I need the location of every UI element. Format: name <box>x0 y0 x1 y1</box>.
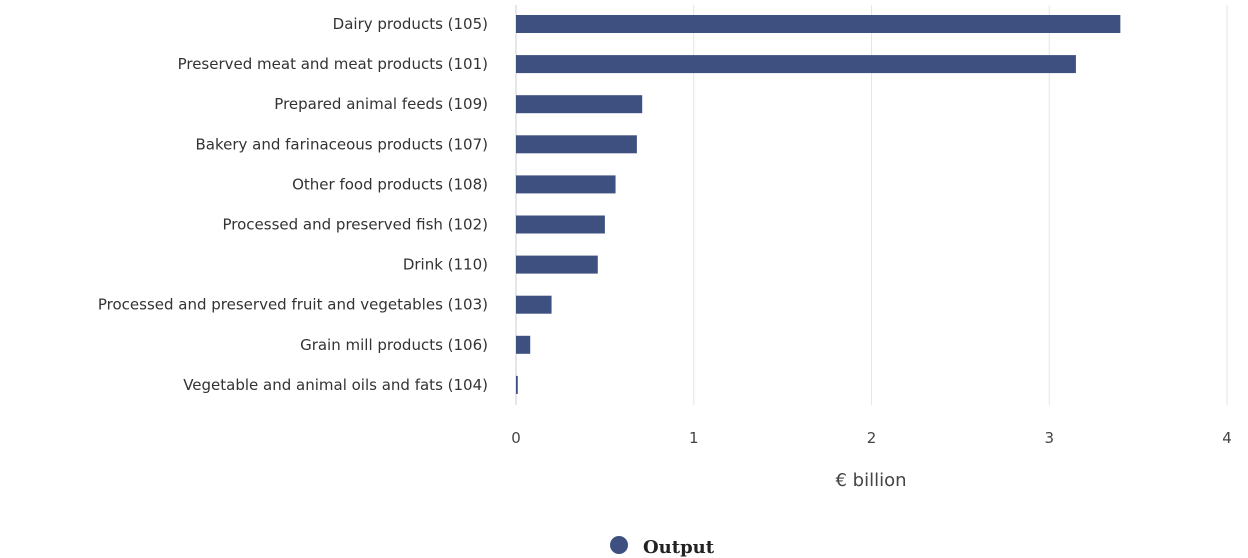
legend-label-output[interactable]: Output <box>643 537 715 558</box>
bar[interactable] <box>516 95 643 114</box>
x-tick-label: 4 <box>1222 429 1232 447</box>
bar[interactable] <box>516 335 531 354</box>
bar[interactable] <box>516 15 1121 33</box>
category-label: Processed and preserved fruit and vegeta… <box>98 296 488 314</box>
bar[interactable] <box>516 175 616 194</box>
x-tick-label: 2 <box>867 429 877 447</box>
x-axis-ticks: 0 1 2 3 4 <box>511 429 1232 447</box>
category-label: Processed and preserved fish (102) <box>223 216 488 234</box>
x-axis-title: € billion <box>835 470 906 491</box>
bar[interactable] <box>516 135 637 154</box>
category-label: Preserved meat and meat products (101) <box>178 55 488 73</box>
category-label: Prepared animal feeds (109) <box>274 95 488 113</box>
category-label: Dairy products (105) <box>333 15 488 33</box>
category-label: Bakery and farinaceous products (107) <box>195 135 488 153</box>
bar[interactable] <box>516 255 598 274</box>
bar[interactable] <box>516 375 518 394</box>
x-tick-label: 0 <box>511 429 521 447</box>
legend-marker <box>610 536 628 554</box>
bar[interactable] <box>516 55 1076 74</box>
category-label: Grain mill products (106) <box>300 336 488 354</box>
category-label: Vegetable and animal oils and fats (104) <box>183 376 488 394</box>
category-label: Other food products (108) <box>292 175 488 193</box>
category-label: Drink (110) <box>403 256 488 274</box>
bar[interactable] <box>516 295 552 314</box>
x-tick-label: 3 <box>1044 429 1054 447</box>
bars <box>516 15 1121 394</box>
category-labels: Dairy products (105) Preserved meat and m… <box>98 15 488 394</box>
legend[interactable]: Output <box>610 536 715 558</box>
bar[interactable] <box>516 215 605 234</box>
x-tick-label: 1 <box>689 429 699 447</box>
